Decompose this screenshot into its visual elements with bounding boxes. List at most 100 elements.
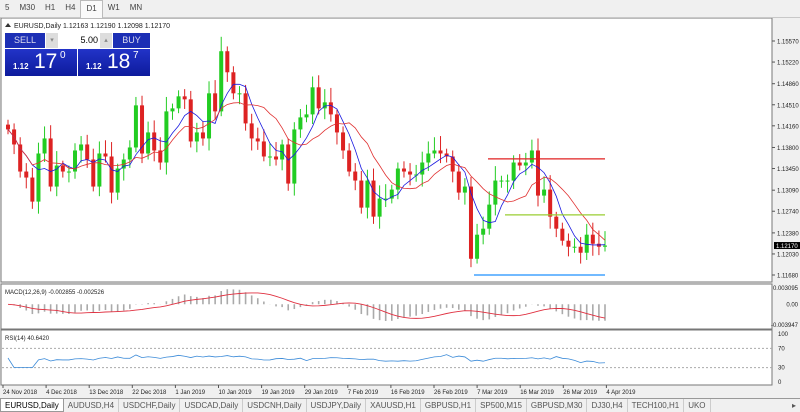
candle-body <box>456 171 461 193</box>
candle-body <box>420 162 425 175</box>
one-click-trading-panel: SELL ▾ 5.00 ▴ BUY 1.12 17 0 1.12 18 7 <box>5 33 150 76</box>
tab-sp500-m15[interactable]: SP500,M15 <box>476 399 527 412</box>
tab-usdcad-daily[interactable]: USDCAD,Daily <box>180 399 244 412</box>
sell-price[interactable]: 1.12 17 0 <box>5 49 77 76</box>
timeframe-M30[interactable]: M30 <box>19 3 36 12</box>
timeframe-D1[interactable]: D1 <box>80 0 103 18</box>
candle-body <box>493 180 498 205</box>
price-axis-label: 1.15220 <box>777 61 799 67</box>
candle-body <box>73 150 78 172</box>
rsi-axis-label: 0 <box>778 380 782 386</box>
candle-body <box>225 51 230 73</box>
tab-gbpusd-h1[interactable]: GBPUSD,H1 <box>421 399 477 412</box>
candle-body <box>481 228 486 235</box>
lot-increase-icon[interactable]: ▴ <box>100 33 112 48</box>
tab-usdjpy-daily[interactable]: USDJPY,Daily <box>307 399 367 412</box>
candle-body <box>475 234 480 259</box>
candle-body <box>341 132 346 151</box>
candle-body <box>572 246 577 248</box>
candle-body <box>152 132 157 151</box>
tab-tech100-h1[interactable]: TECH100,H1 <box>628 399 685 412</box>
chart-area[interactable]: EURUSD,Daily 1.12163 1.12190 1.12098 1.1… <box>0 18 800 398</box>
price-axis-label: 1.13800 <box>777 146 799 152</box>
timeframe-H1[interactable]: H1 <box>45 3 56 12</box>
candle-body <box>383 198 388 200</box>
candle-body <box>298 117 303 130</box>
price-axis-label: 1.11680 <box>777 274 799 280</box>
macd-panel-frame <box>0 283 773 330</box>
candle-body <box>426 153 431 163</box>
candle-body <box>249 123 254 139</box>
candle-body <box>511 162 516 181</box>
candle-body <box>219 51 224 112</box>
candle-body <box>6 124 10 130</box>
candle-body <box>255 138 260 142</box>
candle-body <box>127 147 132 160</box>
macd-signal-line <box>7 292 606 319</box>
collapse-triangle-icon[interactable] <box>5 23 11 27</box>
lot-size-input[interactable]: ▾ 5.00 ▴ <box>46 33 112 48</box>
date-axis-label: 16 Mar 2019 <box>520 390 554 396</box>
candle-body <box>79 144 84 151</box>
candle-body <box>505 180 510 182</box>
rsi-panel-frame <box>0 329 773 386</box>
candle-body <box>353 171 358 181</box>
candle-body <box>30 177 35 202</box>
tab-eurusd-daily[interactable]: EURUSD,Daily <box>0 399 64 412</box>
candle-body <box>176 96 181 109</box>
candle-body <box>468 186 473 259</box>
candle-body <box>188 99 193 142</box>
candle-body <box>401 168 406 172</box>
buy-price[interactable]: 1.12 18 7 <box>78 49 150 76</box>
price-axis-label: 1.14160 <box>777 124 799 130</box>
tab-usdcnh-daily[interactable]: USDCNH,Daily <box>243 399 307 412</box>
tabs-scroll-right-icon[interactable]: ▸ <box>791 401 796 410</box>
candle-body <box>85 144 90 160</box>
timeframe-toolbar: 5 M30 H1 H4 D1 W1 MN <box>0 0 800 18</box>
tab-uko[interactable]: UKO <box>684 399 711 412</box>
candle-body <box>529 150 534 163</box>
tab-audusd-h4[interactable]: AUDUSD,H4 <box>64 399 120 412</box>
candle-body <box>542 189 547 196</box>
lot-value[interactable]: 5.00 <box>80 35 98 45</box>
candle-body <box>140 105 145 154</box>
sell-button[interactable]: SELL <box>5 33 45 48</box>
candle-body <box>554 216 559 229</box>
timeframe-5[interactable]: 5 <box>5 3 10 12</box>
candle-body <box>146 132 151 154</box>
tab-dj30-h4[interactable]: DJ30,H4 <box>587 399 628 412</box>
sell-price-pips: 17 <box>34 50 58 73</box>
lot-decrease-icon[interactable]: ▾ <box>46 33 58 48</box>
date-axis-label: 4 Dec 2018 <box>46 390 77 396</box>
candle-body <box>109 156 114 193</box>
date-axis-label: 1 Jan 2019 <box>175 390 205 396</box>
candle-body <box>438 150 443 154</box>
candle-body <box>584 234 589 253</box>
candle-body <box>133 105 138 148</box>
rsi-axis-label: 100 <box>778 332 789 338</box>
date-axis-label: 26 Feb 2019 <box>434 390 468 396</box>
chart-tabs: EURUSD,Daily AUDUSD,H4 USDCHF,Daily USDCAD,… <box>0 398 800 412</box>
price-axis-label: 1.14510 <box>777 103 799 109</box>
macd-axis-label: 0.00 <box>786 302 798 308</box>
rsi-line <box>7 354 606 369</box>
candle-body <box>24 171 29 178</box>
price-axis-label: 1.15570 <box>777 40 799 46</box>
timeframe-W1[interactable]: W1 <box>107 3 120 12</box>
buy-button[interactable]: BUY <box>113 33 150 48</box>
candle-body <box>389 189 394 199</box>
timeframe-H4[interactable]: H4 <box>65 3 76 12</box>
date-axis-label: 22 Dec 2018 <box>132 390 167 396</box>
candle-body <box>207 93 212 139</box>
candle-body <box>286 144 291 184</box>
timeframe-MN[interactable]: MN <box>129 3 143 12</box>
macd-axis-label: 0.003095 <box>773 286 799 292</box>
candle-body <box>590 234 595 244</box>
tab-gbpusd-m30[interactable]: GBPUSD,M30 <box>527 399 588 412</box>
rsi-label: RSI(14) 40.6420 <box>5 336 50 342</box>
tab-usdchf-daily[interactable]: USDCHF,Daily <box>119 399 181 412</box>
candle-body <box>158 150 163 163</box>
candle-body <box>292 129 297 184</box>
price-axis-label: 1.12380 <box>777 231 799 237</box>
tab-xauusd-h1[interactable]: XAUUSD,H1 <box>366 399 421 412</box>
